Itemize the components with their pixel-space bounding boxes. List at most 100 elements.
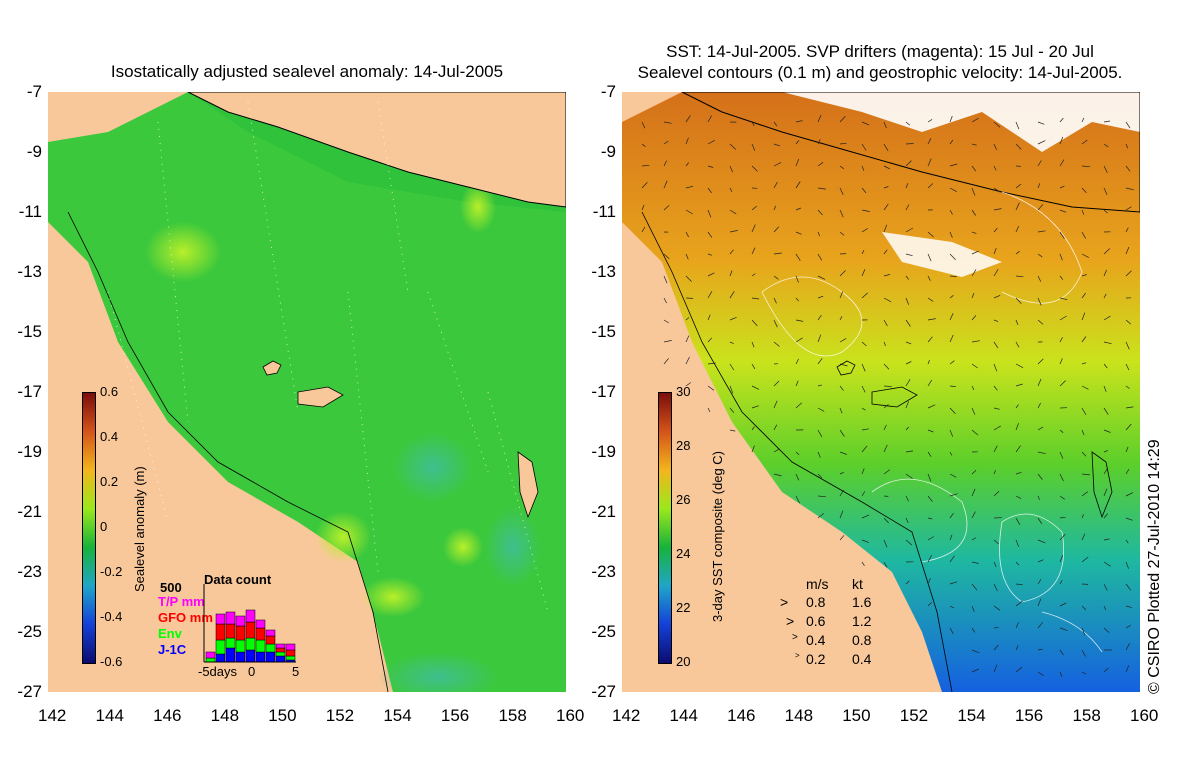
velocity-arrow [993, 561, 997, 568]
velocity-arrow [861, 363, 866, 372]
velocity-arrow [707, 407, 711, 413]
velocity-arrow [839, 338, 847, 343]
x-axis-tick-label: 146 [153, 706, 182, 725]
velocity-legend-row: > [795, 651, 800, 660]
data-count-bar-segment [255, 639, 266, 653]
velocity-arrow [1037, 297, 1042, 306]
velocity-arrow [663, 340, 672, 343]
velocity-arrow [1103, 513, 1108, 519]
velocity-arrow [1015, 539, 1020, 547]
velocity-arrow [949, 231, 953, 238]
velocity-arrow [905, 227, 914, 233]
velocity-arrow [1015, 297, 1022, 304]
velocity-arrow [971, 385, 975, 390]
velocity-arrow [883, 561, 888, 568]
data-count-bar-segment [205, 657, 216, 663]
velocity-arrow-icon: > [792, 632, 798, 643]
velocity-arrow [949, 275, 957, 277]
velocity-arrow [1103, 248, 1111, 255]
velocity-arrow [795, 473, 800, 481]
velocity-arrow [1015, 517, 1021, 525]
velocity-arrow [795, 358, 799, 365]
velocity-arrow [993, 269, 999, 277]
velocity-arrow [817, 407, 825, 412]
velocity-arrow [641, 143, 646, 147]
velocity-arrow [663, 297, 667, 304]
velocity-arrow [1081, 231, 1087, 239]
velocity-arrow [993, 247, 997, 255]
velocity-arrow [949, 407, 956, 415]
sealevel-colorbar-label: Sealevel anomaly (m) [132, 466, 147, 592]
x-axis-tick-label: 148 [784, 706, 814, 725]
sst-contours [761, 191, 1103, 653]
x-axis-tick-label: 160 [1130, 706, 1159, 725]
velocity-arrow [1059, 671, 1063, 677]
velocity-arrow [1037, 378, 1042, 387]
velocity-arrow [861, 165, 865, 171]
sealevel-anomaly-map[interactable]: 0.6 0.4 0.2 0 -0.2 -0.4 -0.6 Sealevel an… [48, 92, 566, 692]
velocity-arrow [1059, 275, 1064, 280]
velocity-arrow [1059, 649, 1064, 656]
velocity-arrow [993, 294, 1001, 299]
velocity-legend-ms: 0.2 [806, 651, 826, 667]
data-count-bar-segment [245, 621, 256, 639]
velocity-arrow [663, 121, 672, 124]
velocity-arrow [751, 445, 755, 453]
velocity-arrow [641, 121, 646, 129]
velocity-arrow [1037, 160, 1042, 167]
velocity-arrow [773, 252, 782, 255]
velocity-arrow [1125, 206, 1132, 211]
velocity-arrow [773, 448, 779, 453]
velocity-arrow [685, 253, 689, 260]
velocity-arrow [795, 253, 801, 261]
velocity-arrow [839, 270, 846, 277]
velocity-arrow [1103, 450, 1109, 453]
velocity-arrow [1125, 165, 1131, 172]
velocity-arrow [1081, 473, 1090, 476]
velocity-arrow [1125, 539, 1129, 544]
sst-map[interactable]: 30 28 26 24 22 20 3-day SST composite (d… [622, 92, 1140, 692]
velocity-arrow [1125, 187, 1134, 191]
velocity-arrow [971, 269, 977, 277]
velocity-arrow [927, 119, 933, 123]
sst-colorbar-label: 3-day SST composite (deg C) [710, 451, 725, 622]
velocity-arrow [1059, 473, 1064, 482]
x-axis-tick-label: 146 [727, 706, 756, 725]
velocity-legend-row: > [780, 594, 788, 610]
velocity-arrow [1081, 533, 1086, 541]
data-count-bar-segment [275, 655, 286, 663]
velocity-arrow [1059, 516, 1066, 519]
y-axis-tick-label: -9 [26, 142, 42, 161]
velocity-arrow [707, 314, 711, 321]
data-count-bar-segment [225, 637, 236, 649]
velocity-arrow [1015, 645, 1019, 651]
velocity-arrow [751, 165, 758, 172]
velocity-arrow [1125, 561, 1129, 569]
velocity-arrow [971, 469, 977, 475]
velocity-arrow [1037, 495, 1040, 500]
velocity-arrow [707, 231, 713, 238]
velocity-arrow [817, 334, 822, 343]
sealevel-colorbar-tick: 0.2 [100, 474, 119, 489]
x-axis-tick-label: 158 [1072, 706, 1101, 725]
velocity-arrow [883, 186, 889, 189]
velocity-arrow [817, 114, 822, 123]
velocity-arrow [971, 117, 979, 123]
velocity-legend-kt: 0.8 [852, 632, 872, 648]
sealevel-colorbar-gradient [82, 392, 96, 664]
velocity-arrow [817, 187, 826, 190]
sealevel-colorbar-tick: -0.2 [100, 564, 123, 579]
velocity-arrow [751, 426, 755, 431]
velocity-arrow [641, 164, 650, 167]
velocity-arrow [905, 401, 909, 409]
velocity-arrow [707, 272, 715, 277]
velocity-arrow [795, 337, 803, 343]
velocity-arrow [1081, 312, 1086, 321]
velocity-arrow [927, 495, 933, 502]
velocity-arrow [861, 209, 870, 212]
velocity-arrow [729, 270, 733, 277]
velocity-arrow [883, 424, 887, 431]
velocity-arrow [971, 511, 976, 519]
velocity-arrow [1125, 624, 1131, 629]
copyright-notice: © CSIRO Plotted 27-Jul-2010 14:29 [1146, 439, 1163, 694]
